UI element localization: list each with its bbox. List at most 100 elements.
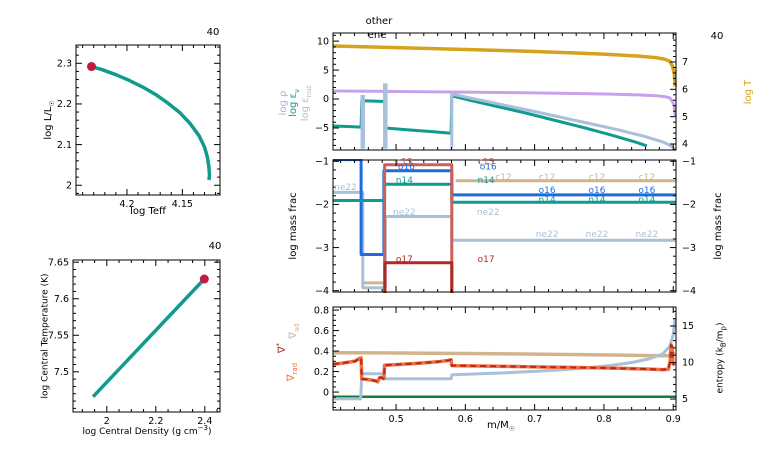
curve-label-n14: n14: [478, 176, 495, 186]
series-c13: [383, 163, 454, 293]
x-tick-label: 0.7: [527, 414, 542, 425]
curve-label-c12: c12: [589, 173, 605, 183]
y-right-tick-label: −4: [682, 286, 696, 297]
label-segment: /m: [715, 330, 726, 343]
y-tick-label: 2.2: [57, 99, 72, 110]
series-o17: [383, 261, 454, 293]
series-grad-star: [332, 343, 676, 383]
y-tick-label: −1: [315, 156, 329, 167]
y-right-tick-label: 7: [682, 57, 688, 68]
current-model-marker: [199, 274, 209, 284]
x-tick-label: 4.2: [119, 199, 134, 210]
label-segment: log L/L: [43, 106, 54, 140]
curve-label-ne22: ne22: [393, 208, 416, 218]
curve-label-ne22: ne22: [536, 230, 559, 240]
x-tick-label: 0.6: [458, 414, 473, 425]
y-tick-label: 7.55: [48, 330, 69, 341]
series-log-eps-nuc: [450, 92, 676, 150]
x-tick-label: 2: [104, 416, 110, 427]
label-segment: ∇: [288, 332, 299, 339]
curve-label-n14: n14: [539, 195, 556, 205]
y-tick-label: −2: [315, 200, 329, 211]
y-tick-label: 0.2: [314, 367, 329, 378]
panel-central-series: [91, 277, 206, 398]
panel-central-ticks: [73, 260, 220, 412]
curve-label-ne22: ne22: [477, 208, 500, 218]
curve-label-n14: n14: [396, 176, 413, 186]
curve-label-ne22: ne22: [636, 230, 659, 240]
series-tc-rhoc-track: [91, 277, 206, 398]
panel-profile_top-ticks: [333, 33, 676, 150]
panel-abundance-ticks: [333, 160, 676, 292]
hr-y-axis-label: log L/L☉: [43, 100, 56, 140]
series-n14: [333, 182, 676, 204]
y-tick-label: 0.8: [314, 305, 329, 316]
label-segment: p: [719, 326, 728, 331]
curve-label-c13: c13: [396, 157, 412, 167]
series-log-T: [332, 44, 677, 87]
y-tick-label: 2.3: [57, 58, 72, 69]
label-segment: log Central Density (g cm: [82, 427, 198, 437]
curve-label-o16: o16: [398, 162, 415, 172]
y-tick-label: 0.6: [314, 326, 329, 337]
panel-profile_top-series: [332, 44, 677, 150]
label-segment: entropy (k: [715, 347, 726, 394]
log-T-axis-label: log T: [743, 79, 754, 105]
grad-rad-axis-label: ∇rad: [286, 362, 299, 382]
curve-label-o16: o16: [589, 186, 606, 196]
x-tick-label: 0.8: [596, 414, 611, 425]
panel-gradients-series: [332, 318, 677, 401]
curve-label-c12: c12: [639, 173, 655, 183]
y-tick-label: 2: [66, 180, 72, 191]
label-segment: log ε: [300, 97, 311, 122]
label-segment: rad: [291, 362, 299, 375]
curve-label-n14: n14: [588, 195, 605, 205]
panel-profile_top-frame: [332, 32, 677, 151]
curve-label-o17: o17: [478, 255, 495, 265]
y-right-tick-label: 5: [682, 394, 688, 405]
y-tick-label: 0: [323, 94, 329, 105]
curve-label-o17: o17: [396, 255, 413, 265]
label-segment: log mass frac: [288, 192, 299, 260]
y-right-tick-label: −1: [682, 156, 696, 167]
curve-label-o16: o16: [638, 186, 655, 196]
grad-star-axis-label: ∇*: [274, 342, 289, 354]
grad-ad-axis-label: ∇ad: [288, 323, 301, 339]
x-tick-label: 0.9: [666, 414, 681, 425]
panel-central-frame: [72, 259, 221, 413]
model-number-hr: 40: [206, 27, 220, 38]
panel-abundance-series: [333, 159, 676, 293]
label-segment: ∇: [286, 374, 297, 382]
label-segment: *: [274, 342, 283, 347]
x-tick-label: 4.15: [172, 199, 193, 210]
central-y-axis-label: log Central Temperature (K): [41, 273, 51, 398]
massfrac-right-axis-label: log mass frac: [713, 192, 724, 260]
label-segment: log Teff: [130, 206, 166, 217]
y-tick-label: 7.65: [48, 257, 69, 268]
current-model-marker: [87, 62, 97, 72]
label-segment: log T: [743, 79, 754, 105]
x-tick-label: 2.4: [197, 416, 212, 427]
panel-title-line1: other: [365, 16, 393, 27]
label-segment: ν: [293, 89, 301, 94]
series-grad-ad: [332, 350, 676, 358]
y-tick-label: 0: [323, 387, 329, 398]
label-segment: log ε: [288, 93, 299, 117]
label-segment: ∇: [277, 346, 289, 354]
label-segment: log mass frac: [713, 192, 724, 260]
label-segment: −3: [197, 424, 208, 432]
y-tick-label: 10: [317, 36, 329, 47]
x-tick-label: 2.2: [148, 416, 163, 427]
y-tick-label: 2.1: [57, 140, 72, 151]
curve-label-ne22: ne22: [586, 230, 609, 240]
series-entropy: [333, 318, 677, 401]
y-right-tick-label: 4: [682, 139, 688, 150]
y-right-tick-label: 10: [682, 358, 694, 369]
label-segment: ☉: [48, 100, 56, 107]
y-right-tick-label: 6: [682, 85, 688, 96]
y-right-tick-label: −2: [682, 200, 696, 211]
log-eps-nuc-axis-label: log εnuc: [300, 85, 313, 122]
curve-label-n14: n14: [638, 195, 655, 205]
